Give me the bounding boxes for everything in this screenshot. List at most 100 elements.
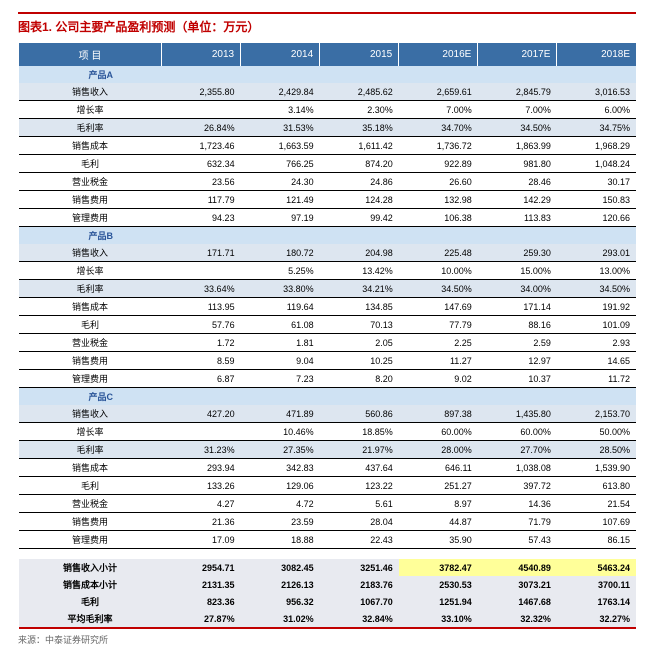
- cell-value: 31.02%: [241, 610, 320, 628]
- cell-value: 107.69: [557, 513, 636, 531]
- cell-value: 437.64: [320, 459, 399, 477]
- row-label: 销售收入: [19, 405, 162, 423]
- cell-value: 2,429.84: [241, 83, 320, 101]
- cell-value: 119.64: [241, 298, 320, 316]
- cell-value: 171.71: [162, 244, 241, 262]
- cell-value: 86.15: [557, 531, 636, 549]
- cell-value: 1467.68: [478, 593, 557, 610]
- cell-value: 31.23%: [162, 441, 241, 459]
- table-row: 营业税金23.5624.3024.8626.6028.4630.17: [19, 173, 637, 191]
- cell-value: 34.75%: [557, 119, 636, 137]
- cell-value: 646.11: [399, 459, 478, 477]
- cell-value: 766.25: [241, 155, 320, 173]
- cell-value: 50.00%: [557, 423, 636, 441]
- row-label: 销售成本: [19, 298, 162, 316]
- row-label: 增长率: [19, 423, 162, 441]
- table-row: 毛利57.7661.0870.1377.7988.16101.09: [19, 316, 637, 334]
- cell-value: 34.50%: [478, 119, 557, 137]
- table-row: 销售费用8.599.0410.2511.2712.9714.65: [19, 352, 637, 370]
- cell-value: 3,016.53: [557, 83, 636, 101]
- cell-value: 13.42%: [320, 262, 399, 280]
- cell-value: 5.61: [320, 495, 399, 513]
- cell-value: 171.14: [478, 298, 557, 316]
- cell-value: 57.43: [478, 531, 557, 549]
- cell-value: 97.19: [241, 209, 320, 227]
- cell-value: 11.72: [557, 370, 636, 388]
- cell-value: 21.36: [162, 513, 241, 531]
- cell-value: 24.86: [320, 173, 399, 191]
- table-row: 管理费用94.2397.1999.42106.38113.83120.66: [19, 209, 637, 227]
- cell-value: 10.37: [478, 370, 557, 388]
- row-label: 毛利率: [19, 119, 162, 137]
- col-year: 2018E: [557, 43, 636, 66]
- cell-value: 27.35%: [241, 441, 320, 459]
- cell-value: 922.89: [399, 155, 478, 173]
- cell-value: 8.97: [399, 495, 478, 513]
- cell-value: 259.30: [478, 244, 557, 262]
- cell-value: 1.72: [162, 334, 241, 352]
- table-row: 毛利133.26129.06123.22251.27397.72613.80: [19, 477, 637, 495]
- cell-value: 2126.13: [241, 576, 320, 593]
- cell-value: 34.50%: [399, 280, 478, 298]
- cell-value: 31.53%: [241, 119, 320, 137]
- row-label: 毛利: [19, 477, 162, 495]
- cell-value: 94.23: [162, 209, 241, 227]
- table-title: 图表1. 公司主要产品盈利预测（单位：万元）: [18, 20, 259, 34]
- cell-value: 17.09: [162, 531, 241, 549]
- cell-value: 1,968.29: [557, 137, 636, 155]
- section-name: 产品A: [19, 66, 637, 83]
- cell-value: 204.98: [320, 244, 399, 262]
- cell-value: 129.06: [241, 477, 320, 495]
- summary-row: 毛利823.36956.321067.701251.941467.681763.…: [19, 593, 637, 610]
- cell-value: 5463.24: [557, 559, 636, 576]
- cell-value: 120.66: [557, 209, 636, 227]
- col-year: 2014: [241, 43, 320, 66]
- cell-value: 2.59: [478, 334, 557, 352]
- cell-value: 2.05: [320, 334, 399, 352]
- cell-value: 2,153.70: [557, 405, 636, 423]
- cell-value: 823.36: [162, 593, 241, 610]
- row-label: 毛利: [19, 593, 162, 610]
- cell-value: 12.97: [478, 352, 557, 370]
- table-row: 销售费用21.3623.5928.0444.8771.79107.69: [19, 513, 637, 531]
- row-label: 销售收入: [19, 244, 162, 262]
- cell-value: 3082.45: [241, 559, 320, 576]
- table-row: 销售费用117.79121.49124.28132.98142.29150.83: [19, 191, 637, 209]
- cell-value: 15.00%: [478, 262, 557, 280]
- row-label: 毛利: [19, 155, 162, 173]
- table-row: 销售成本1,723.461,663.591,611.421,736.721,86…: [19, 137, 637, 155]
- cell-value: 61.08: [241, 316, 320, 334]
- col-year: 2017E: [478, 43, 557, 66]
- cell-value: 28.46: [478, 173, 557, 191]
- section-header: 产品B: [19, 227, 637, 245]
- row-label: 营业税金: [19, 173, 162, 191]
- table-row: 销售成本293.94342.83437.64646.111,038.081,53…: [19, 459, 637, 477]
- table-row: 销售收入2,355.802,429.842,485.622,659.612,84…: [19, 83, 637, 101]
- row-label: 营业税金: [19, 334, 162, 352]
- cell-value: 77.79: [399, 316, 478, 334]
- cell-value: 34.70%: [399, 119, 478, 137]
- section-header: 产品A: [19, 66, 637, 83]
- cell-value: 13.00%: [557, 262, 636, 280]
- cell-value: 23.56: [162, 173, 241, 191]
- row-label: 平均毛利率: [19, 610, 162, 628]
- spacer: [19, 549, 637, 560]
- cell-value: 117.79: [162, 191, 241, 209]
- cell-value: 7.23: [241, 370, 320, 388]
- cell-value: 9.04: [241, 352, 320, 370]
- cell-value: 1,663.59: [241, 137, 320, 155]
- table-row: 毛利率31.23%27.35%21.97%28.00%27.70%28.50%: [19, 441, 637, 459]
- cell-value: 57.76: [162, 316, 241, 334]
- cell-value: 121.49: [241, 191, 320, 209]
- cell-value: 2,485.62: [320, 83, 399, 101]
- cell-value: 28.00%: [399, 441, 478, 459]
- cell-value: 2,845.79: [478, 83, 557, 101]
- cell-value: 34.21%: [320, 280, 399, 298]
- cell-value: 113.83: [478, 209, 557, 227]
- table-row: 营业税金1.721.812.052.252.592.93: [19, 334, 637, 352]
- table-row: 销售收入427.20471.89560.86897.381,435.802,15…: [19, 405, 637, 423]
- section-name: 产品C: [19, 388, 637, 406]
- cell-value: 1,611.42: [320, 137, 399, 155]
- cell-value: 7.00%: [478, 101, 557, 119]
- cell-value: 44.87: [399, 513, 478, 531]
